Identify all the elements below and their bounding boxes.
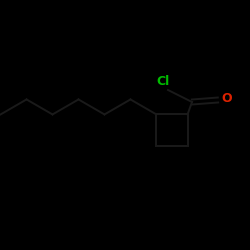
Text: Cl: Cl [156, 75, 170, 88]
Text: O: O [221, 92, 232, 104]
